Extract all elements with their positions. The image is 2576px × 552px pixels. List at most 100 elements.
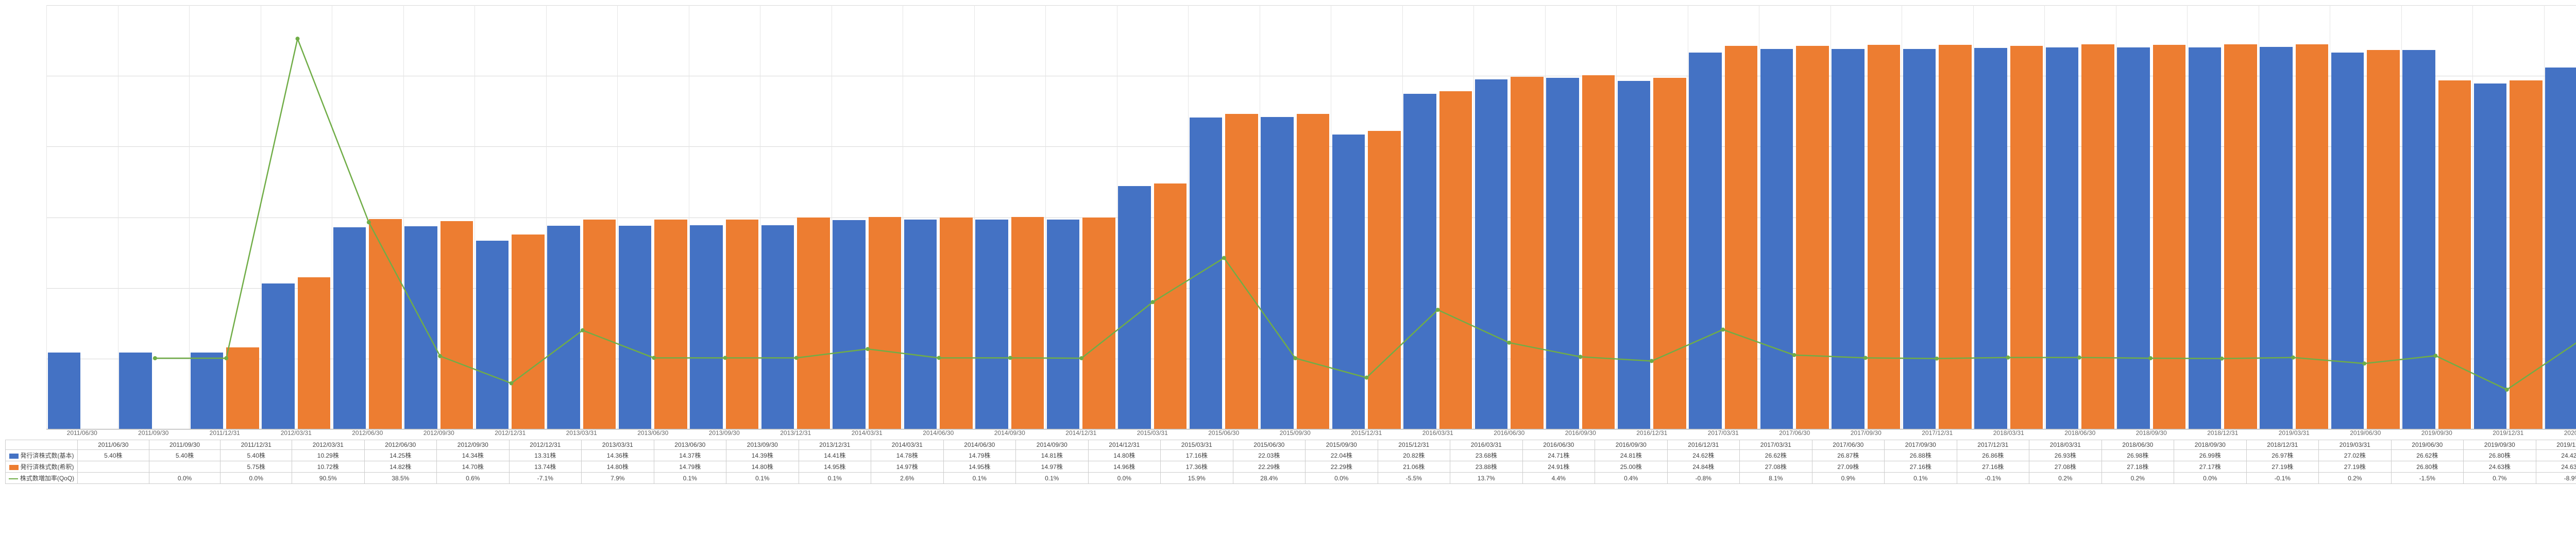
table-cell: 28.4% xyxy=(1233,473,1306,484)
line-layer xyxy=(46,5,2576,429)
table-cell: 24.91株 xyxy=(1522,461,1595,473)
table-cell: 24.81株 xyxy=(1595,450,1668,461)
growth-marker xyxy=(153,356,157,360)
growth-marker xyxy=(510,381,514,386)
table-cell: 26.80株 xyxy=(2464,450,2536,461)
table-cell xyxy=(149,461,221,473)
table-cell: 14.41株 xyxy=(799,450,871,461)
table-cell: 22.04株 xyxy=(1306,450,1378,461)
table-cell: 2.6% xyxy=(871,473,944,484)
growth-marker xyxy=(2148,356,2153,360)
table-cell: 23.68株 xyxy=(1450,450,1523,461)
x-axis-label: 2019/09/30 xyxy=(2401,429,2473,437)
table-row-header: 発行済株式数(希釈) xyxy=(6,461,78,473)
table-cell: 26.80株 xyxy=(2391,461,2464,473)
x-axis-label: 2014/06/30 xyxy=(903,429,974,437)
plot-area xyxy=(46,5,2576,429)
table-cell: 14.82株 xyxy=(364,461,437,473)
table-cell: 13.74株 xyxy=(509,461,582,473)
table-row-header: 発行済株式数(基本) xyxy=(6,450,78,461)
table-header-cell: 2017/12/31 xyxy=(1957,440,2029,450)
table-cell: 22.03株 xyxy=(1233,450,1306,461)
table-cell: 26.87株 xyxy=(1812,450,1885,461)
growth-marker xyxy=(2006,356,2010,360)
table-cell: 22.29株 xyxy=(1233,461,1306,473)
table-cell: 14.95株 xyxy=(799,461,871,473)
table-cell: 14.80株 xyxy=(1088,450,1161,461)
table-cell: 27.17株 xyxy=(2174,461,2247,473)
x-axis-labels: 2011/06/302011/09/302011/12/312012/03/31… xyxy=(46,429,2576,439)
x-axis-label: 2013/03/31 xyxy=(546,429,618,437)
table-header-cell: 2015/06/30 xyxy=(1233,440,1306,450)
table-header-cell: 2015/12/31 xyxy=(1378,440,1450,450)
table-header-cell: 2013/12/31 xyxy=(799,440,871,450)
table-cell: -1.5% xyxy=(2391,473,2464,484)
growth-marker xyxy=(2219,357,2224,361)
table-cell: 26.93株 xyxy=(2029,450,2102,461)
table-cell: 0.1% xyxy=(1885,473,1957,484)
table-header-cell: 2014/09/30 xyxy=(1016,440,1089,450)
table-cell: 0.9% xyxy=(1812,473,1885,484)
table-header-cell: 2019/09/30 xyxy=(2464,440,2536,450)
table-header-cell: 2019/06/30 xyxy=(2391,440,2464,450)
table-cell: 26.97株 xyxy=(2246,450,2319,461)
table-header-cell: 2016/12/31 xyxy=(1667,440,1740,450)
table-cell: 26.62株 xyxy=(2391,450,2464,461)
table-cell: 14.96株 xyxy=(1088,461,1161,473)
table-cell: 0.4% xyxy=(1595,473,1668,484)
table-cell: 13.7% xyxy=(1450,473,1523,484)
x-axis-label: 2012/06/30 xyxy=(332,429,403,437)
table-header-cell: 2013/09/30 xyxy=(726,440,799,450)
x-axis-label: 2014/03/31 xyxy=(832,429,903,437)
growth-marker xyxy=(723,356,727,360)
table-header-cell: 2011/06/30 xyxy=(78,440,149,450)
table-cell: 26.62株 xyxy=(1740,450,1812,461)
table-cell: 27.16株 xyxy=(1885,461,1957,473)
growth-marker xyxy=(1436,308,1440,312)
table-cell: 27.08株 xyxy=(2029,461,2102,473)
table-header-cell: 2012/06/30 xyxy=(364,440,437,450)
table-cell: 14.79株 xyxy=(943,450,1016,461)
growth-marker xyxy=(2433,354,2437,358)
table-cell: 14.80株 xyxy=(726,461,799,473)
growth-marker xyxy=(224,356,228,360)
growth-marker xyxy=(1151,300,1155,304)
table-cell: 15.9% xyxy=(1161,473,1233,484)
x-axis-label: 2012/12/31 xyxy=(474,429,546,437)
table-header-cell: 2012/09/30 xyxy=(437,440,510,450)
table-header-cell: 2017/06/30 xyxy=(1812,440,1885,450)
table-cell: 14.95株 xyxy=(943,461,1016,473)
table-header-cell: 2018/03/31 xyxy=(2029,440,2102,450)
table-cell: 14.81株 xyxy=(1016,450,1089,461)
x-axis-label: 2019/03/31 xyxy=(2259,429,2330,437)
x-axis-label: 2019/06/30 xyxy=(2330,429,2401,437)
growth-marker xyxy=(2505,388,2509,392)
growth-marker xyxy=(1079,356,1083,360)
table-cell: 0.2% xyxy=(2319,473,2392,484)
x-axis-label: 2018/12/31 xyxy=(2187,429,2259,437)
growth-marker xyxy=(1935,357,1939,361)
growth-marker xyxy=(652,356,656,360)
table-header-cell: 2014/12/31 xyxy=(1088,440,1161,450)
growth-line xyxy=(155,39,2576,390)
growth-marker xyxy=(296,37,300,41)
table-header-cell: 2013/06/30 xyxy=(654,440,726,450)
table-header-cell: 2018/06/30 xyxy=(2102,440,2174,450)
x-axis-label: 2015/09/30 xyxy=(1260,429,1331,437)
x-axis-label: 2017/12/31 xyxy=(1902,429,1973,437)
table-cell: 0.6% xyxy=(437,473,510,484)
table-header-cell: 2014/06/30 xyxy=(943,440,1016,450)
table-cell: 0.7% xyxy=(2464,473,2536,484)
table-cell: 5.75株 xyxy=(221,461,292,473)
table-cell: 14.79株 xyxy=(654,461,726,473)
table-header-cell: 2019/03/31 xyxy=(2319,440,2392,450)
table-cell: 17.36株 xyxy=(1161,461,1233,473)
growth-marker xyxy=(866,347,870,351)
x-axis-label: 2011/06/30 xyxy=(46,429,118,437)
growth-marker xyxy=(794,356,799,360)
growth-marker xyxy=(1579,355,1583,359)
growth-marker xyxy=(1792,353,1796,357)
table-cell: -0.8% xyxy=(1667,473,1740,484)
table-cell: 14.70株 xyxy=(437,461,510,473)
table-cell: 0.2% xyxy=(2102,473,2174,484)
